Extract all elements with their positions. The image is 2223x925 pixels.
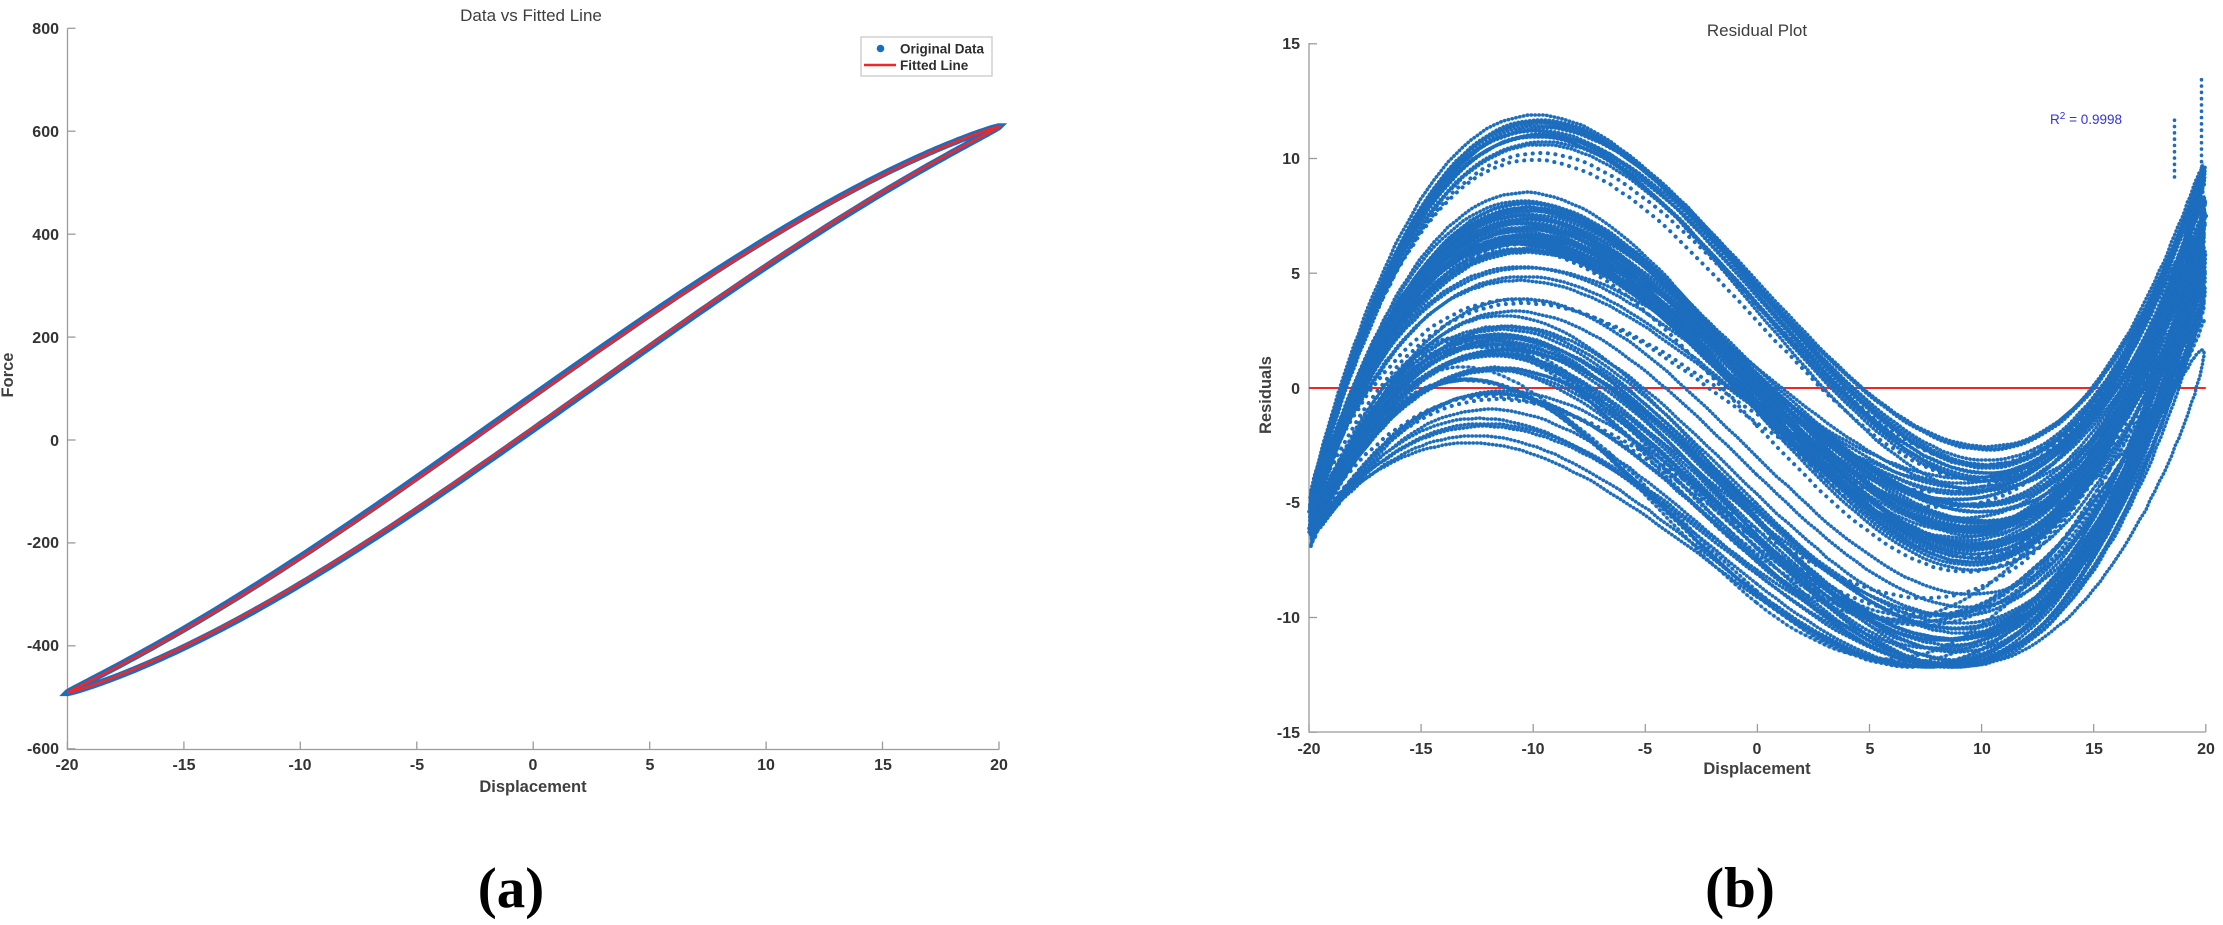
- svg-text:Residual Plot: Residual Plot: [1707, 21, 1807, 40]
- svg-text:-5: -5: [1638, 741, 1652, 758]
- svg-text:Displacement: Displacement: [1703, 760, 1811, 778]
- svg-text:-15: -15: [1277, 725, 1300, 742]
- svg-text:0: 0: [1753, 741, 1762, 758]
- svg-text:(b): (b): [1705, 857, 1775, 920]
- svg-text:-20: -20: [55, 757, 78, 774]
- svg-text:0: 0: [1291, 381, 1300, 398]
- svg-text:20: 20: [2197, 741, 2215, 758]
- svg-text:0: 0: [50, 433, 59, 450]
- svg-text:5: 5: [1291, 266, 1300, 283]
- svg-text:Fitted Line: Fitted Line: [900, 58, 969, 73]
- svg-text:-5: -5: [410, 757, 424, 774]
- svg-text:-400: -400: [27, 638, 59, 655]
- svg-text:10: 10: [1282, 151, 1300, 168]
- svg-text:-15: -15: [1409, 741, 1432, 758]
- svg-text:5: 5: [646, 757, 655, 774]
- svg-text:Data vs Fitted Line: Data vs Fitted Line: [460, 6, 602, 25]
- svg-text:Original Data: Original Data: [900, 42, 985, 57]
- svg-text:800: 800: [32, 21, 59, 38]
- svg-text:20: 20: [990, 757, 1008, 774]
- svg-text:0: 0: [529, 757, 538, 774]
- svg-text:Displacement: Displacement: [479, 778, 587, 796]
- svg-text:-10: -10: [1521, 741, 1544, 758]
- svg-text:-5: -5: [1286, 495, 1300, 512]
- svg-text:-15: -15: [172, 757, 195, 774]
- svg-text:R2 = 0.9998: R2 = 0.9998: [2050, 111, 2122, 127]
- svg-text:-10: -10: [1277, 610, 1300, 627]
- svg-text:200: 200: [32, 330, 59, 347]
- svg-text:600: 600: [32, 124, 59, 141]
- svg-text:Residuals: Residuals: [1257, 356, 1275, 434]
- svg-text:10: 10: [1973, 741, 1991, 758]
- svg-text:15: 15: [1282, 36, 1300, 53]
- svg-text:15: 15: [874, 757, 892, 774]
- svg-text:-10: -10: [288, 757, 311, 774]
- svg-text:-20: -20: [1297, 741, 1320, 758]
- svg-text:-600: -600: [27, 741, 59, 758]
- svg-text:-200: -200: [27, 535, 59, 552]
- svg-text:10: 10: [757, 757, 775, 774]
- svg-text:Force: Force: [0, 353, 17, 398]
- svg-text:(a): (a): [478, 857, 544, 920]
- svg-text:5: 5: [1866, 741, 1875, 758]
- svg-text:400: 400: [32, 227, 59, 244]
- svg-text:15: 15: [2085, 741, 2103, 758]
